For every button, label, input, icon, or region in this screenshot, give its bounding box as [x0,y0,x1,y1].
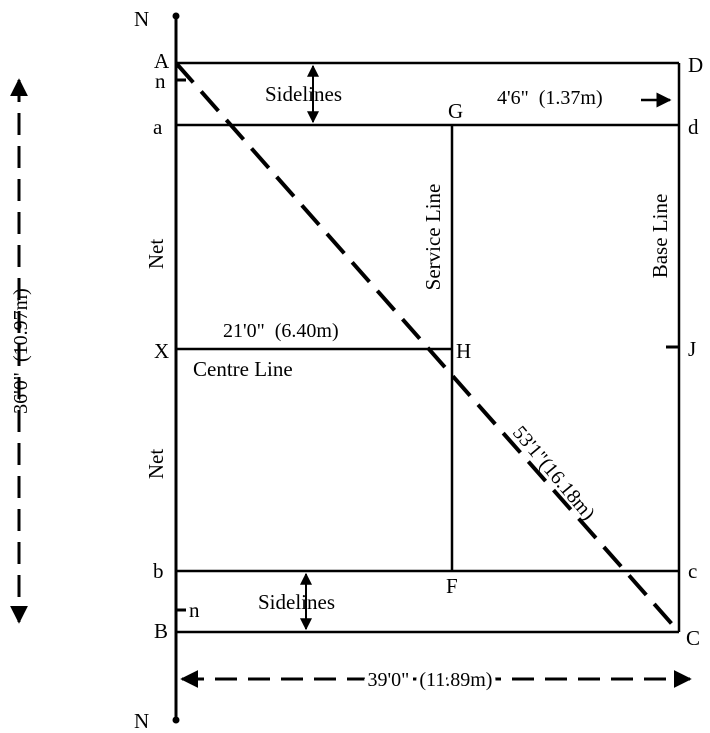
label-D: D [688,53,703,77]
label-N-top: N [134,7,149,31]
label-c: c [688,559,697,583]
base-line-label: Base Line [648,194,672,279]
label-G: G [448,99,463,123]
sidelines-bottom-label: Sidelines [258,590,335,614]
net-post-bottom [172,716,180,724]
centre-line-label: Centre Line [193,357,293,381]
sideline-width-measure: 4'6" (1.37m) [497,87,603,109]
label-A: A [154,49,170,73]
service-line-label: Service Line [421,184,445,291]
court-length-measure: 39'0" (11.89m) [368,669,493,691]
label-C: C [686,626,700,650]
court-width-measure: 36'0" (10.97m) [10,288,32,414]
diagonal-measure: 53'1"(16.18m) [508,422,599,525]
label-n-bottom: n [189,598,200,622]
sidelines-top-label: Sidelines [265,82,342,106]
label-b: b [153,559,164,583]
label-d: d [688,115,699,139]
net-post-top [172,12,180,20]
label-F: F [446,574,458,598]
label-X: X [154,339,169,363]
label-a: a [153,115,163,139]
net-bottom-label: Net [144,449,168,479]
diagonal-line [174,61,681,634]
net-top-label: Net [144,239,168,269]
label-N-bottom: N [134,709,149,733]
label-H: H [456,339,471,363]
centre-length-measure: 21'0" (6.40m) [223,320,339,342]
label-n-top: n [155,69,166,93]
label-B: B [154,619,168,643]
label-J: J [688,337,696,361]
